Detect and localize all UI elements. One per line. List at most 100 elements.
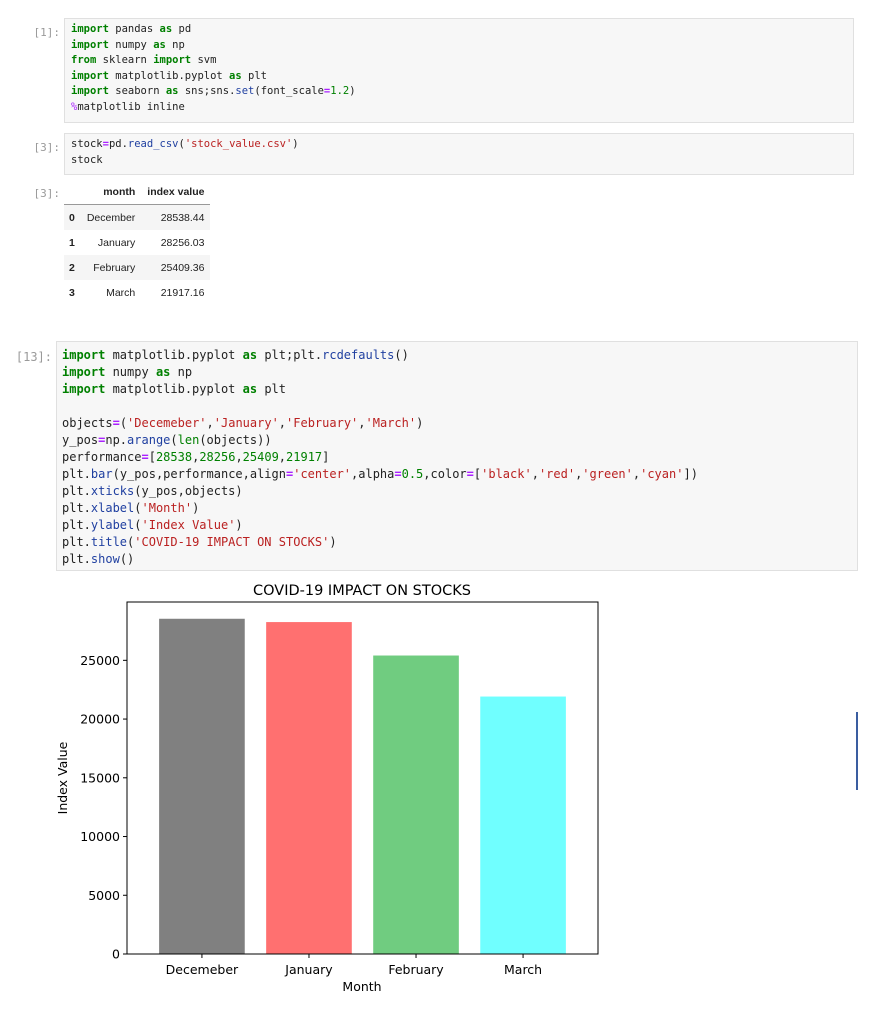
code-token: (font_scale [254,85,324,97]
code-line: plt.ylabel('Index Value') [62,517,857,534]
code-token: , [358,416,366,430]
code-line: stock [71,153,853,169]
bar-february [373,655,459,954]
code-token: np [170,365,193,379]
month-cell: February [93,261,136,274]
code-cell-imports[interactable]: import pandas as pd import numpy as np fro… [64,18,854,123]
table-header-row: month index value [64,180,211,205]
code-token: = [112,416,120,430]
code-token: numpy [105,365,156,379]
code-token: 'Index Value' [141,518,236,532]
code-token: 'January' [213,416,279,430]
value-cell: 28538.44 [160,211,205,224]
table-row: 3 March 21917.16 [64,280,210,305]
code-token: 'Decemeber' [127,416,207,430]
code-token: performance [62,450,142,464]
code-token: () [119,552,135,566]
code-token: import [62,382,106,396]
code-token: ylabel [90,518,135,532]
code-token: stock [71,153,103,166]
code-line: import matplotlib.pyplot as plt;plt.rcde… [62,347,857,364]
code-token: bar [90,467,113,481]
code-token: 0.5 [401,467,424,481]
code-token: 28538 [155,450,193,464]
code-token: as [155,365,171,379]
code-line: stock=pd.read_csv('stock_value.csv') [71,137,853,153]
code-token: ( [170,433,178,447]
code-token: = [141,450,149,464]
code-token: 'February' [286,416,359,430]
code-token: , [632,467,641,481]
y-tick-label: 10000 [80,829,120,844]
code-line: %matplotlib inline [71,100,853,116]
code-token: np [165,38,185,51]
code-token: , [278,450,287,464]
code-token: plt [257,382,286,396]
code-token: matplotlib inline [77,100,185,113]
y-tick-label: 5000 [88,888,120,903]
code-token: import [62,348,106,362]
code-token: 'cyan' [640,467,684,481]
code-token: = [394,467,402,481]
month-cell: January [97,236,136,249]
code-token: % [71,100,78,113]
code-token: ( [178,138,185,150]
table-row: 2 February 25409.36 [64,255,211,280]
code-line: y_pos=np.arange(len(objects)) [62,432,857,449]
code-line: plt.xticks(y_pos,objects) [62,483,857,500]
code-token: pd. [108,138,128,150]
code-token: np. [105,433,128,447]
code-token: as [165,85,179,97]
code-token: sns;sns. [178,85,236,97]
row-index: 1 [69,236,75,249]
code-token: , [531,467,539,481]
code-line: plt.title('COVID-19 IMPACT ON STOCKS') [62,534,857,551]
code-token: 28256 [199,450,236,464]
code-token: () [394,348,409,362]
code-token: 'green' [582,467,633,481]
month-cell: March [106,286,136,299]
code-token: ) [235,518,243,532]
code-token: objects [62,416,113,430]
code-token: plt. [62,518,91,532]
code-token: ( [134,518,142,532]
code-cell-bar-chart[interactable]: import matplotlib.pyplot as plt;plt.rcde… [56,341,858,571]
code-token: arange [127,433,171,447]
cell-prompt: [13]: [15,350,52,364]
code-cell-read-csv[interactable]: stock=pd.read_csv('stock_value.csv') stoc… [64,133,854,175]
code-token: import [71,23,109,35]
code-token: [ [148,450,156,464]
code-token: as [229,69,242,82]
code-line: objects=('Decemeber','January','February… [62,415,857,432]
code-token: ,alpha [351,467,395,481]
code-token: = [98,433,106,447]
code-token: ) [192,501,200,515]
code-token: , [235,450,243,464]
value-cell: 28256.03 [160,236,205,249]
code-token: import [153,54,192,66]
code-token: = [466,467,474,481]
dataframe-table: month index value 0 December 28538.44 1 … [64,180,211,305]
code-token: , [575,467,583,481]
row-index: 2 [69,261,75,274]
code-token: , [206,416,214,430]
code-token: import [71,38,109,51]
month-cell: December [86,211,136,224]
code-token: ( [134,501,142,515]
x-tick-label: March [504,962,542,977]
code-token: = [323,85,331,97]
code-token: read_csv [127,138,179,150]
column-header: month [80,180,142,205]
code-token: , [278,416,287,430]
value-cell: 21917.16 [160,286,205,299]
code-token: plt. [62,484,91,498]
y-tick-label: 25000 [80,653,120,668]
code-token: pd [172,23,192,35]
bar-march [480,696,566,954]
code-token: plt;plt. [257,348,323,362]
scroll-indicator[interactable] [856,712,858,790]
code-token: show [90,552,120,566]
code-token: from [71,54,97,66]
code-token: 'stock_value.csv' [184,138,293,150]
code-token: [ [473,467,482,481]
